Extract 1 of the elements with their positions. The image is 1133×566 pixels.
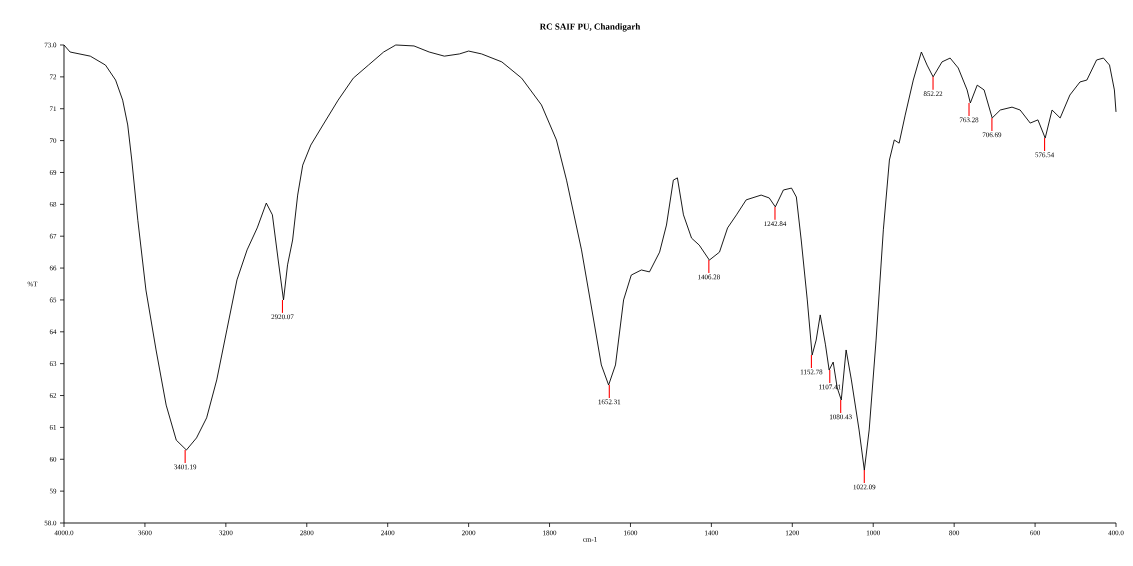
chart-title: RC SAIF PU, Chandigarh [539,23,641,32]
